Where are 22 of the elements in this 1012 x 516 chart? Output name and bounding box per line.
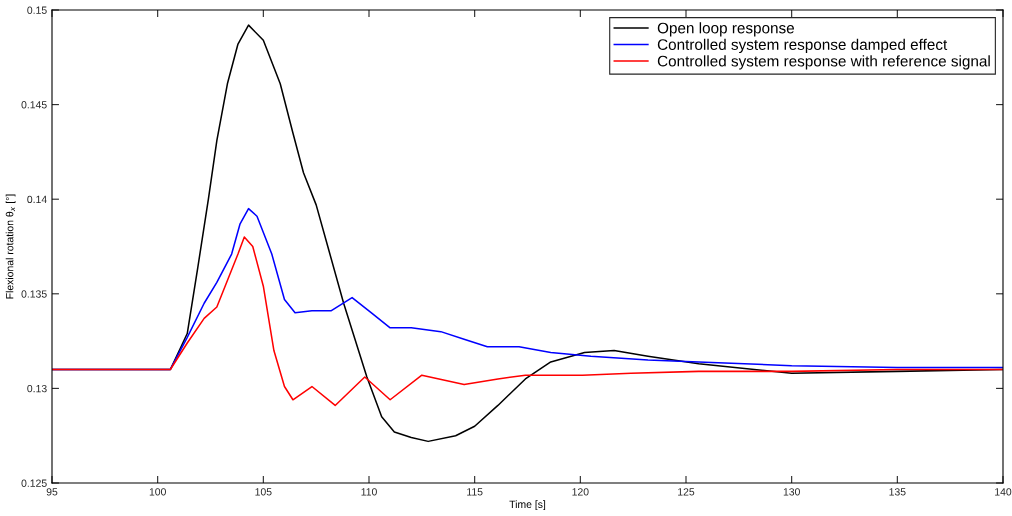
y-tick-label: 0.14: [27, 195, 47, 204]
x-tick-label: 120: [572, 488, 589, 496]
x-tick-label: 125: [678, 488, 695, 496]
legend-label: Open loop response: [657, 22, 794, 37]
legend-label: Controlled system response with reference signal: [657, 55, 990, 70]
y-tick-label: 0.145: [21, 101, 47, 109]
x-tick-label: 100: [149, 488, 166, 496]
x-axis-title: Time [s]: [509, 500, 546, 511]
x-tick-label: 140: [995, 488, 1012, 496]
x-tick-label: 105: [255, 488, 272, 496]
x-tick-label: 95: [46, 488, 58, 496]
x-tick-label: 115: [467, 488, 483, 496]
x-tick-label: 110: [361, 488, 377, 496]
y-tick-label: 0.15: [27, 6, 47, 14]
line-series: [52, 236, 1003, 407]
y-tick-label: 0.135: [21, 290, 47, 298]
y-tick-label: 0.13: [27, 384, 47, 393]
legend-label: Controlled system response damped effect: [657, 38, 948, 53]
y-tick-label: 0.125: [21, 479, 47, 487]
x-tick-label: 130: [783, 488, 800, 496]
x-tick-label: 135: [889, 488, 906, 496]
y-axis-title: Flexional rotation θ$_{x}$ [°]: [5, 194, 16, 299]
